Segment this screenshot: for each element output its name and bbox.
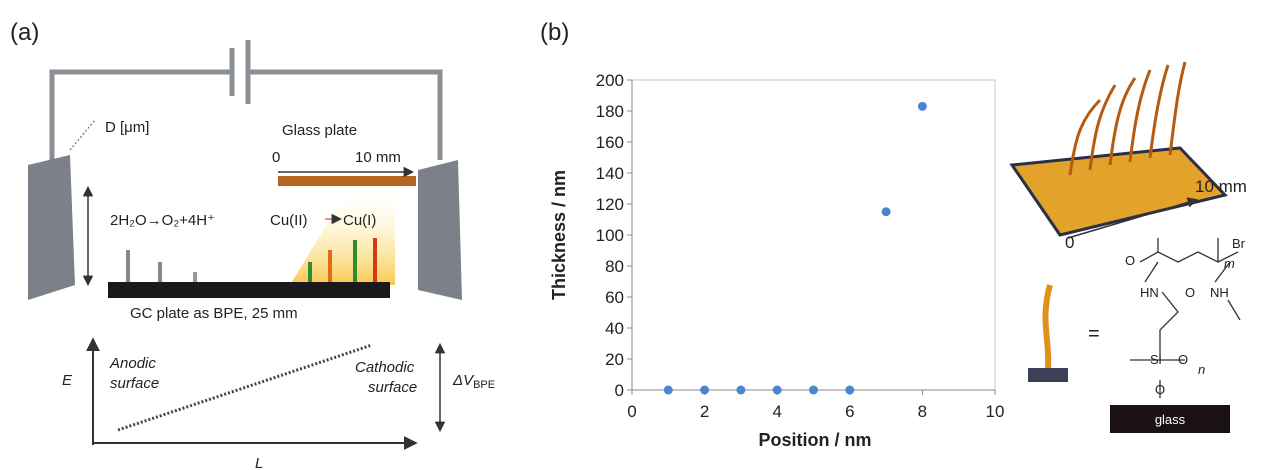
plot-frame bbox=[631, 79, 996, 391]
dv-label: ΔV bbox=[452, 372, 475, 389]
schematic-a bbox=[49, 40, 443, 160]
annotation: Cathodic bbox=[355, 359, 415, 376]
annotation: surface bbox=[110, 375, 159, 392]
axis-label: E bbox=[62, 372, 73, 389]
x-tick-label: 2 bbox=[700, 402, 709, 421]
bpe-plate bbox=[108, 282, 390, 298]
point bbox=[845, 385, 855, 395]
chem-atom: O bbox=[1155, 382, 1165, 397]
y-tick-label: 160 bbox=[596, 133, 624, 152]
chem-bonds bbox=[1130, 238, 1241, 398]
y-tick-label: 120 bbox=[596, 195, 624, 214]
x-tick-label: 8 bbox=[918, 402, 927, 421]
plate-label: GC plate as BPE, 25 mm bbox=[130, 305, 298, 322]
chem-atom: Si bbox=[1150, 352, 1162, 367]
reaction: 2H₂O→O₂+4H⁺ bbox=[110, 212, 215, 229]
array-label: 0 bbox=[1065, 233, 1074, 252]
panel-label: (a) bbox=[10, 19, 39, 46]
chem-atom: O bbox=[1125, 253, 1135, 268]
y-tick-label: 140 bbox=[596, 164, 624, 183]
substrate bbox=[1028, 368, 1068, 382]
axis-label: L bbox=[255, 455, 263, 470]
panel-label: (b) bbox=[540, 19, 569, 46]
reaction: Cu(I) bbox=[343, 212, 376, 229]
gap-label: D [μm] bbox=[105, 119, 149, 136]
scatter-chart: 0 20 40 60 80 100 120 140 160 180 200 0 2 4 6 8 10 bbox=[596, 71, 1005, 421]
annotation: Anodic bbox=[109, 355, 156, 372]
reaction: Cu(II) bbox=[270, 212, 308, 229]
brush-rows bbox=[1068, 61, 1187, 176]
chem-atom: O bbox=[1178, 352, 1188, 367]
y-tick-label: 100 bbox=[596, 226, 624, 245]
equals: = bbox=[1088, 323, 1100, 345]
array-arrow bbox=[1067, 197, 1199, 239]
point bbox=[663, 385, 673, 395]
glow bbox=[290, 195, 395, 285]
glass-label: Glass plate bbox=[282, 122, 357, 139]
chem-atom: HN bbox=[1140, 285, 1159, 300]
x-axis-label: Position / nm bbox=[758, 430, 871, 450]
chem-atom: m bbox=[1224, 256, 1235, 271]
point bbox=[736, 385, 746, 395]
point bbox=[809, 385, 818, 395]
chem-atom: n bbox=[1198, 362, 1205, 377]
annotation: ΔVBPE bbox=[452, 372, 495, 391]
y-tick-label: 40 bbox=[605, 319, 624, 338]
y-tick-label: 180 bbox=[596, 102, 624, 121]
y-tick-label: 60 bbox=[605, 288, 624, 307]
electrode bbox=[28, 155, 75, 300]
glass-substrate bbox=[1110, 405, 1230, 433]
point bbox=[700, 385, 710, 395]
y-axis-label: Thickness / nm bbox=[549, 170, 569, 300]
chem-atom: Br bbox=[1232, 236, 1246, 251]
x-tick-label: 0 bbox=[627, 402, 636, 421]
y-tick-label: 0 bbox=[615, 381, 624, 400]
glass-label: glass bbox=[1155, 412, 1186, 427]
electrode bbox=[418, 160, 462, 300]
y-tick-label: 200 bbox=[596, 71, 624, 90]
dv-sub: BPE bbox=[473, 379, 495, 391]
y-tick-label: 80 bbox=[605, 257, 624, 276]
brush-array bbox=[1009, 146, 1228, 237]
chem-atom: O bbox=[1185, 285, 1195, 300]
point bbox=[772, 385, 782, 395]
potential-line bbox=[117, 343, 373, 432]
x-tick-label: 10 bbox=[986, 402, 1005, 421]
chem-atom: NH bbox=[1210, 285, 1229, 300]
pointer bbox=[69, 119, 96, 151]
y-tick-label: 20 bbox=[605, 350, 624, 369]
point bbox=[881, 207, 891, 217]
annotation: surface bbox=[368, 379, 417, 396]
scale-label: 0 bbox=[272, 149, 280, 166]
x-tick-label: 4 bbox=[772, 402, 781, 421]
glass-plate bbox=[278, 176, 416, 186]
brushes bbox=[126, 238, 377, 282]
point bbox=[917, 101, 927, 111]
scale-label: 10 mm bbox=[355, 149, 401, 166]
array-label: 10 mm bbox=[1195, 177, 1247, 196]
x-tick-label: 6 bbox=[845, 402, 854, 421]
single-brush bbox=[1042, 284, 1053, 369]
